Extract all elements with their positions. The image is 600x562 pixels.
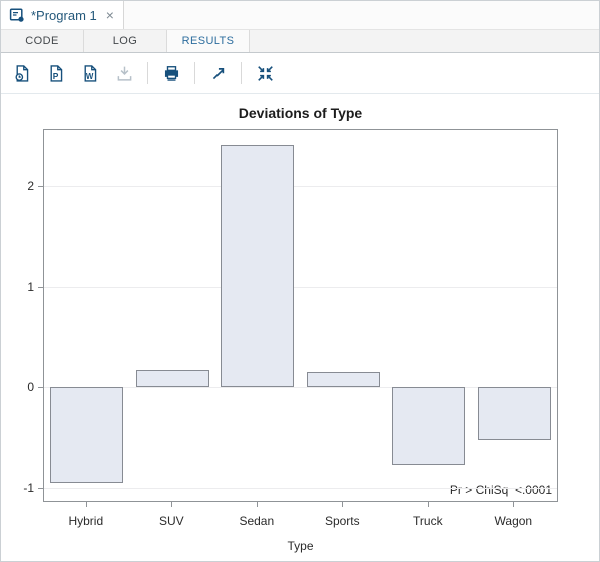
x-tick-label: Hybrid [68,514,104,528]
document-tab-label: *Program 1 [31,7,97,23]
x-tick-label: SUV [158,514,184,528]
open-new-tab-icon [209,64,228,83]
bar [135,370,209,388]
close-icon[interactable]: × [105,7,114,23]
bar [477,387,551,440]
bar [50,387,124,483]
download-rtf-button[interactable]: W [77,60,103,86]
download-button[interactable] [111,60,137,86]
x-tick [513,502,515,507]
x-tick [256,502,258,507]
chart-title: Deviations of Type [238,105,363,121]
program-icon [9,7,25,23]
bar [306,372,380,388]
y-tick [38,286,43,288]
gridline [44,387,557,389]
tab-log[interactable]: LOG [84,30,167,52]
toolbar-separator [147,62,148,84]
download-pdf-button[interactable]: P [43,60,69,86]
y-tick-label: 0 [27,380,34,395]
y-tick [38,387,43,389]
gridline [44,487,557,489]
tab-results[interactable]: RESULTS [167,30,250,52]
tab-program-1[interactable]: *Program 1 × [1,1,124,29]
plot-area: Pr > ChiSq <.0001 [43,129,558,502]
print-icon [162,64,181,83]
bar [221,145,295,388]
download-rtf-icon: W [81,64,100,83]
results-chart: Deviations of Type 2 1 0 -1 Pr > ChiSq <.00… [1,94,599,561]
open-new-tab-button[interactable] [205,60,231,86]
x-tick-label: Wagon [494,514,533,528]
x-tick [427,502,429,507]
y-tick-label: 2 [27,179,34,194]
toolbar-separator [194,62,195,84]
y-tick [38,487,43,489]
x-axis: Hybrid SUV Sedan Sports Truck Wagon [43,502,558,561]
x-tick [85,502,87,507]
x-tick-label: Sedan [239,514,275,528]
results-toolbar: P W [1,53,599,94]
gridline [44,286,557,288]
x-tick [342,502,344,507]
exit-fullscreen-icon [256,64,275,83]
chisq-annotation: Pr > ChiSq <.0001 [449,483,552,497]
x-tick [171,502,173,507]
tab-code[interactable]: CODE [1,30,84,52]
toolbar-separator [241,62,242,84]
x-tick-label: Sports [324,514,360,528]
results-tab-bar: CODE LOG RESULTS [1,30,599,53]
download-html-button[interactable] [9,60,35,86]
y-tick [38,186,43,188]
document-tab-bar: *Program 1 × [1,1,599,30]
print-button[interactable] [158,60,184,86]
y-axis: 2 1 0 -1 [1,129,43,502]
download-pdf-icon: P [47,64,66,83]
svg-text:P: P [52,70,58,80]
gridline [44,186,557,188]
x-tick-label: Truck [413,514,443,528]
x-axis-title: Type [287,539,314,553]
y-tick-label: 1 [27,279,34,294]
svg-text:W: W [85,71,93,80]
y-tick-label: -1 [23,480,34,495]
download-icon [115,64,134,83]
download-html-icon [13,64,32,83]
exit-fullscreen-button[interactable] [252,60,278,86]
bar [392,387,466,465]
